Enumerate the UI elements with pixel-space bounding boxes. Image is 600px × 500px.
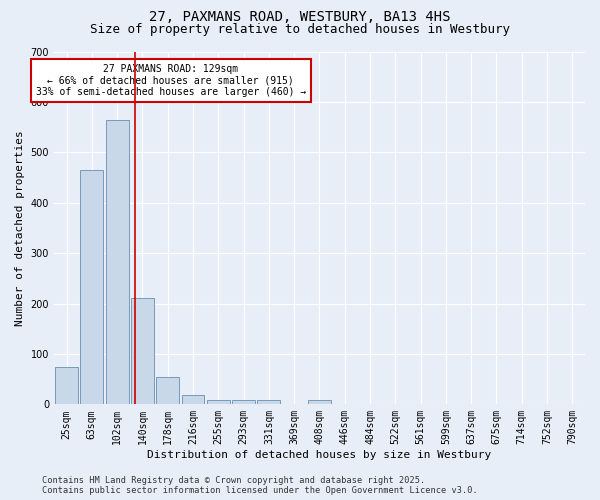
Text: 27, PAXMANS ROAD, WESTBURY, BA13 4HS: 27, PAXMANS ROAD, WESTBURY, BA13 4HS [149,10,451,24]
Bar [308,400,331,404]
Text: Contains HM Land Registry data © Crown copyright and database right 2025.
Contai: Contains HM Land Registry data © Crown c… [42,476,478,495]
Y-axis label: Number of detached properties: Number of detached properties [15,130,25,326]
Text: Size of property relative to detached houses in Westbury: Size of property relative to detached ho… [90,22,510,36]
Bar [207,400,230,404]
Text: 27 PAXMANS ROAD: 129sqm
← 66% of detached houses are smaller (915)
33% of semi-d: 27 PAXMANS ROAD: 129sqm ← 66% of detache… [35,64,306,97]
Bar [257,400,280,404]
Bar [157,376,179,404]
Bar [106,120,128,405]
Bar [131,298,154,405]
Bar [55,366,78,405]
Bar [80,170,103,404]
Bar [182,396,205,404]
X-axis label: Distribution of detached houses by size in Westbury: Distribution of detached houses by size … [148,450,491,460]
Bar [232,400,255,404]
